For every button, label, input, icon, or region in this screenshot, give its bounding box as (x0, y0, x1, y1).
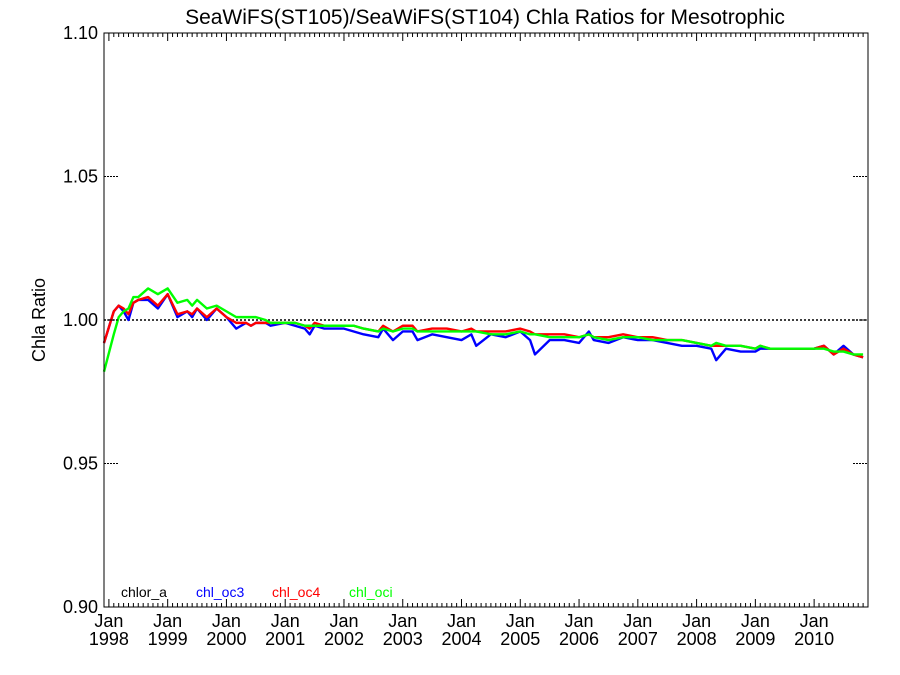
ytick-labels: 0.90 0.95 1.00 1.05 1.10 (63, 23, 98, 617)
legend-entry-chl-oc4: chl_oc4 (272, 584, 320, 600)
xtick-label-year: 2002 (324, 629, 364, 649)
legend: chlor_a chl_oc3 chl_oc4 chl_oci (121, 584, 393, 600)
xtick-label-month: Jan (212, 611, 241, 631)
xtick-label-month: Jan (800, 611, 829, 631)
xtick-label-year: 2004 (441, 629, 481, 649)
xtick-labels: Jan1998Jan1999Jan2000Jan2001Jan2002Jan20… (89, 611, 834, 649)
xtick-label-year: 2000 (206, 629, 246, 649)
xtick-label-month: Jan (506, 611, 535, 631)
ytick-label: 1.05 (63, 167, 98, 187)
xtick-label-year: 2005 (500, 629, 540, 649)
xtick-label-month: Jan (682, 611, 711, 631)
xtick-label-year: 1999 (148, 629, 188, 649)
ytick-label: 0.90 (63, 597, 98, 617)
ytick-label: 0.95 (63, 454, 98, 474)
xtick-label-year: 2003 (383, 629, 423, 649)
legend-entry-chlor-a: chlor_a (121, 584, 167, 600)
series-group (102, 287, 864, 372)
legend-entry-chl-oci: chl_oci (349, 584, 393, 600)
xtick-label-month: Jan (447, 611, 476, 631)
xtick-label-month: Jan (329, 611, 358, 631)
series-line-chl-oci (102, 287, 864, 372)
legend-entry-chl-oc3: chl_oc3 (196, 584, 244, 600)
xtick-label-year: 2008 (677, 629, 717, 649)
xtick-label-year: 2001 (265, 629, 305, 649)
xtick-label-month: Jan (565, 611, 594, 631)
ytick-label: 1.10 (63, 23, 98, 43)
xtick-label-month: Jan (741, 611, 770, 631)
series-line-chl-oc3 (102, 292, 864, 362)
chart-title: SeaWiFS(ST105)/SeaWiFS(ST104) Chla Ratio… (185, 6, 785, 29)
y-axis-label: Chla Ratio (29, 278, 49, 362)
xtick-label-year: 2010 (794, 629, 834, 649)
xtick-label-year: 1998 (89, 629, 129, 649)
ytick-label: 1.00 (63, 310, 98, 330)
xtick-label-month: Jan (623, 611, 652, 631)
xtick-label-year: 2007 (618, 629, 658, 649)
xtick-label-year: 2006 (559, 629, 599, 649)
xtick-label-month: Jan (153, 611, 182, 631)
ticks-group (103, 32, 869, 608)
xtick-label-month: Jan (271, 611, 300, 631)
xtick-label-month: Jan (388, 611, 417, 631)
xtick-label-month: Jan (94, 611, 123, 631)
xtick-label-year: 2009 (735, 629, 775, 649)
